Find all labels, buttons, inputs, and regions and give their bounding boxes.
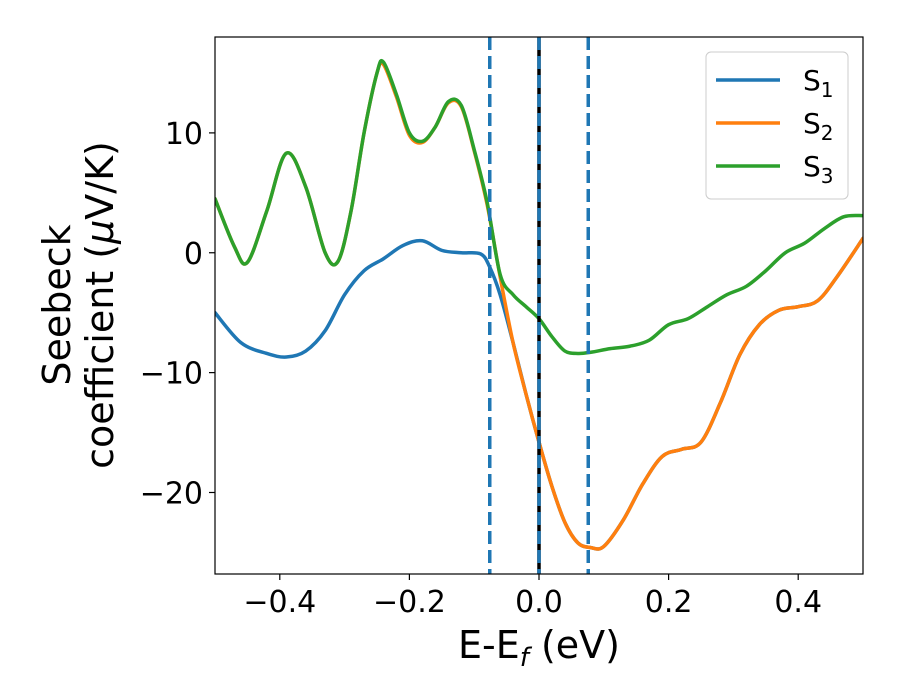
y-axis-label-pre: coefficient ( [78,244,122,469]
legend-label-s3: S3 [803,150,834,188]
y-tick-label: 0 [184,237,203,272]
y-tick-label: 10 [165,117,203,152]
x-axis-label: E-Ef (eV) [458,623,620,673]
x-axis: −0.4 −0.2 0.0 0.2 0.4 [243,574,822,620]
y-axis-label-mu: μ [78,220,122,245]
y-tick-label: −10 [140,357,203,392]
legend-label-s2: S2 [803,107,834,145]
x-tick-label: 0.4 [774,585,822,620]
x-tick-label: 0.0 [515,585,563,620]
x-axis-label-main: E-E [458,623,520,667]
legend-label-s1: S1 [803,64,834,102]
legend: S1 S2 S3 [705,51,849,200]
x-tick-label: −0.2 [373,585,446,620]
y-tick-label: −20 [140,476,203,511]
y-axis-label-post: V/K) [78,141,122,220]
series-line-s3 [215,58,863,356]
y-axis-label-line2: coefficient (μV/K) [78,141,122,469]
vertical-lines [488,37,590,574]
y-axis-label-line1: Seebeck [35,224,79,385]
x-tick-label: −0.4 [243,585,316,620]
x-tick-label: 0.2 [645,585,693,620]
x-axis-label-unit: (eV) [529,623,620,667]
y-axis: −20 −10 0 10 [140,117,215,511]
legend-box [705,51,849,200]
